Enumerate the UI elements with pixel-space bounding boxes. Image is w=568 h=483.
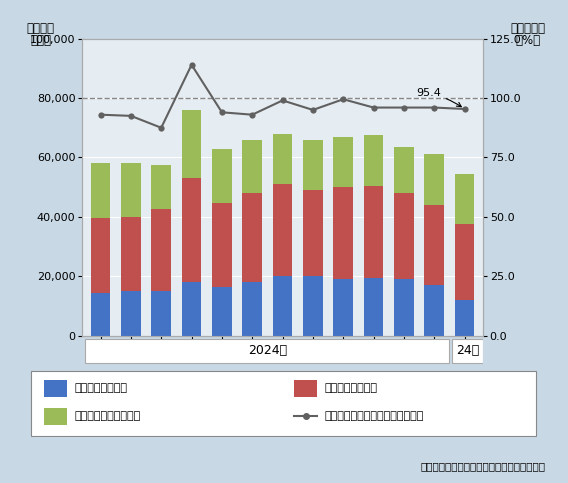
Bar xyxy=(303,190,323,276)
Text: 出所：国土交通省「建築着工統計調査報告」: 出所：国土交通省「建築着工統計調査報告」 xyxy=(420,461,545,471)
FancyBboxPatch shape xyxy=(85,339,449,363)
Bar xyxy=(91,293,110,336)
Bar xyxy=(44,380,67,397)
Bar xyxy=(91,218,110,293)
Text: 持家（左目盛り）: 持家（左目盛り） xyxy=(74,383,127,393)
Bar xyxy=(91,163,110,218)
Bar xyxy=(212,149,232,203)
Bar xyxy=(294,380,317,397)
Bar xyxy=(152,165,171,210)
Text: 貸家（左目盛り）: 貸家（左目盛り） xyxy=(325,383,378,393)
Bar xyxy=(303,140,323,190)
Bar xyxy=(121,163,141,217)
Bar xyxy=(455,300,474,336)
Bar xyxy=(212,287,232,336)
Bar xyxy=(424,205,444,285)
Text: 95.4: 95.4 xyxy=(416,88,461,107)
Bar xyxy=(182,110,202,178)
FancyBboxPatch shape xyxy=(31,371,536,436)
FancyBboxPatch shape xyxy=(453,339,483,363)
Text: （%）: （%） xyxy=(516,34,541,47)
Bar xyxy=(152,291,171,336)
Bar xyxy=(273,184,293,276)
Text: 分譲住宅（左目盛り）: 分譲住宅（左目盛り） xyxy=(74,412,141,422)
Bar xyxy=(394,279,414,336)
Bar xyxy=(243,193,262,282)
Bar xyxy=(394,147,414,193)
Bar xyxy=(455,174,474,224)
Bar xyxy=(243,140,262,193)
Bar xyxy=(121,217,141,291)
Text: 着工戸数: 着工戸数 xyxy=(27,22,55,35)
Text: 24年: 24年 xyxy=(456,344,479,357)
Bar xyxy=(394,193,414,279)
Bar xyxy=(364,185,383,278)
Bar xyxy=(333,279,353,336)
Text: （戸）: （戸） xyxy=(31,34,51,47)
Bar xyxy=(121,291,141,336)
Bar xyxy=(152,210,171,291)
Bar xyxy=(333,187,353,279)
Bar xyxy=(182,178,202,282)
Bar xyxy=(182,282,202,336)
Text: 前年同月比: 前年同月比 xyxy=(511,22,546,35)
Bar xyxy=(303,276,323,336)
Bar xyxy=(273,134,293,184)
Bar xyxy=(333,137,353,187)
Bar xyxy=(424,155,444,205)
Bar xyxy=(424,285,444,336)
Text: 全住宅の前年同月比（右目盛り）: 全住宅の前年同月比（右目盛り） xyxy=(325,412,424,422)
Bar xyxy=(455,224,474,300)
Bar xyxy=(364,135,383,185)
Text: 2024年: 2024年 xyxy=(248,344,287,357)
Bar xyxy=(212,203,232,287)
Bar xyxy=(364,278,383,336)
Bar xyxy=(273,276,293,336)
Bar xyxy=(243,282,262,336)
Bar xyxy=(44,408,67,425)
